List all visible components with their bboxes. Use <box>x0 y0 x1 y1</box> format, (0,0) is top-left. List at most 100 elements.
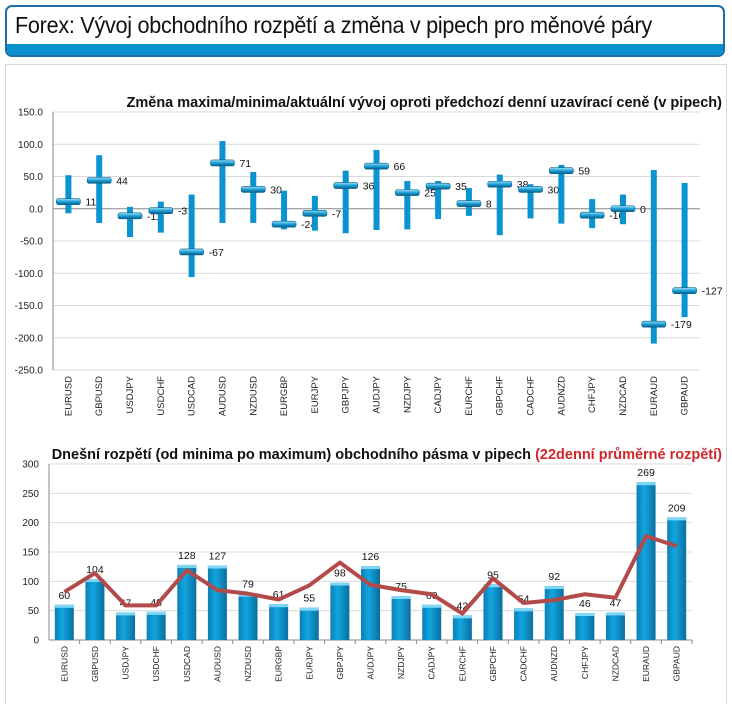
range-bar <box>188 194 195 278</box>
x-tick-label: EURGBP <box>279 376 290 416</box>
x-tick-label: USDJPY <box>125 375 136 413</box>
current-marker <box>456 200 482 207</box>
bar <box>146 611 166 640</box>
bar-top <box>422 604 442 608</box>
current-marker <box>641 320 667 328</box>
bar <box>207 565 227 640</box>
y-tick-label: 200 <box>22 518 39 529</box>
page-title: Forex: Vývoj obchodního rozpětí a změna … <box>15 12 652 38</box>
chart2-title-accent: (22denní průměrné rozpětí) <box>535 447 722 463</box>
range-bar <box>281 190 288 230</box>
bar <box>177 564 197 640</box>
x-tick-label: AUDJPY <box>366 646 376 680</box>
x-tick-label: EURUSD <box>59 646 69 682</box>
bar-top <box>361 566 380 570</box>
bar-value-label: 104 <box>86 564 104 576</box>
y-tick-label: 250 <box>22 489 39 500</box>
x-tick-label: AUDNZD <box>549 646 559 681</box>
bar <box>85 578 105 640</box>
current-marker <box>487 180 513 188</box>
bar-top <box>177 564 197 568</box>
bar-value-label: 61 <box>273 589 285 601</box>
chart1: 150.0 100.0 50.0 0.0 -50.0 -100.0 -150.0 -200.0… <box>15 108 723 417</box>
y-tick-label: -150.0 <box>15 301 44 312</box>
current-label: -179 <box>671 319 692 331</box>
x-tick-label: GBPUSD <box>90 646 100 682</box>
bar-top <box>85 578 105 582</box>
bar-value-label: 126 <box>362 551 380 563</box>
x-tick-label: CADCHF <box>526 376 537 416</box>
x-tick-label: EURCHF <box>457 646 467 681</box>
current-marker <box>86 177 112 184</box>
current-marker <box>117 212 143 220</box>
current-label: -67 <box>209 247 224 259</box>
range-bar <box>250 171 257 223</box>
bar <box>330 582 350 640</box>
x-tick-label: NZDUSD <box>243 646 253 681</box>
bar-value-label: 98 <box>334 568 346 580</box>
x-tick-label: AUDJPY <box>372 375 383 413</box>
chart2-title: Dnešní rozpětí (od minima po maximum) ob… <box>52 447 722 463</box>
x-tick-label: NZDJPY <box>396 646 406 679</box>
x-tick-label: NZDJPY <box>402 375 413 413</box>
x-tick-label: EURCHF <box>464 376 475 416</box>
chart2: 300 250 200 150 100 50 0 60 EURUSD 104 GBPUSD 47 USD… <box>22 460 693 682</box>
bar <box>361 566 380 640</box>
y-tick-label: 100.0 <box>18 140 43 151</box>
bar-top <box>299 607 319 611</box>
current-label: 25 <box>424 188 436 200</box>
bar <box>422 604 442 640</box>
bar-top <box>452 615 472 619</box>
x-tick-label: GBPCHF <box>488 646 498 681</box>
range-bar <box>373 150 380 231</box>
current-label: 44 <box>116 175 128 187</box>
bar-value-label: 60 <box>58 590 70 602</box>
bar <box>452 615 472 640</box>
x-tick-label: USDJPY <box>121 646 131 680</box>
bar-value-label: 128 <box>178 550 196 562</box>
range-bar <box>650 170 657 344</box>
bar-value-label: 42 <box>457 600 469 612</box>
bar-value-label: 209 <box>668 502 686 514</box>
x-tick-label: USDCAD <box>187 376 198 416</box>
current-marker <box>425 182 451 190</box>
range-bar <box>435 181 442 220</box>
bar <box>544 586 564 640</box>
current-marker <box>364 162 389 170</box>
x-tick-label: CADJPY <box>433 375 444 413</box>
current-label: 0 <box>640 204 646 216</box>
current-label: 30 <box>270 184 282 196</box>
current-marker <box>579 211 605 219</box>
x-tick-label: EURJPY <box>304 646 314 680</box>
y-tick-label: 300 <box>22 460 39 471</box>
y-tick-label: 150.0 <box>18 108 43 119</box>
current-label: 35 <box>455 181 467 193</box>
y-tick-label: -100.0 <box>15 269 44 280</box>
header-band <box>7 44 723 55</box>
x-tick-label: CHFJPY <box>580 646 590 679</box>
bar-value-label: 95 <box>487 569 499 581</box>
bar-top <box>575 613 595 617</box>
x-tick-label: GBPCHF <box>495 376 506 416</box>
average-range-line <box>63 534 678 616</box>
bar <box>269 604 289 640</box>
current-label: 30 <box>548 184 560 196</box>
y-tick-label: 0.0 <box>29 204 43 215</box>
range-bar <box>558 164 565 224</box>
bar-top <box>54 604 74 608</box>
y-tick-label: 50.0 <box>24 172 44 183</box>
current-marker <box>271 220 297 228</box>
range-bar <box>157 201 164 233</box>
range-bar <box>96 155 103 223</box>
bar-top <box>605 612 625 616</box>
bar-top <box>636 482 656 486</box>
current-label: 8 <box>486 199 492 211</box>
bar-top <box>391 596 411 599</box>
x-tick-label: EURAUD <box>641 646 651 682</box>
bar-top <box>483 584 503 588</box>
range-bar <box>65 175 72 214</box>
x-tick-label: CHFJPY <box>587 375 598 413</box>
bar <box>54 604 74 640</box>
current-label: 59 <box>578 166 590 178</box>
